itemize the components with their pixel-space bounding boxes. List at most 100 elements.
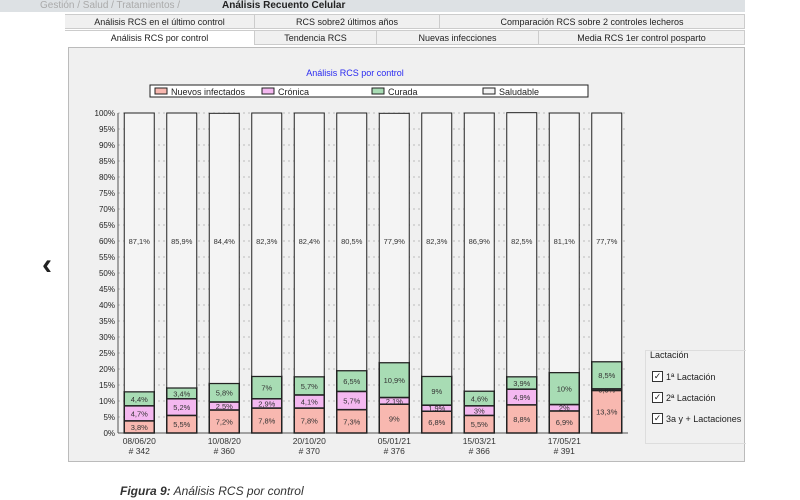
legend-label: Saludable xyxy=(499,87,539,97)
checkbox-3a-lactaciones[interactable]: ✓ 3a y + Lactaciones xyxy=(652,413,741,424)
bar-segment-saludable xyxy=(208,112,240,384)
tab-ultimo-control[interactable]: Análisis RCS en el último control xyxy=(65,14,255,29)
data-label: 5,7% xyxy=(301,382,318,391)
bar-segment-curada xyxy=(591,360,623,390)
tab-dos-ultimos-anos[interactable]: RCS sobre2 últimos años xyxy=(255,14,440,29)
y-tick-label: 40% xyxy=(99,301,115,310)
data-label: 5,8% xyxy=(216,389,233,398)
data-label: 10% xyxy=(557,385,572,394)
bar-segment-saludable xyxy=(251,112,283,377)
x-tick-label: 20/10/20 xyxy=(293,436,326,446)
bar-segment-curada xyxy=(421,375,453,406)
caption-label: Figura 9: xyxy=(120,484,171,498)
checkbox-2a-lactacion[interactable]: ✓ 2ª Lactación xyxy=(652,392,715,403)
data-label: 7,8% xyxy=(258,417,275,426)
y-tick-label: 15% xyxy=(99,381,115,390)
breadcrumb-path[interactable]: Gestión / Salud / Tratamientos / xyxy=(40,0,181,11)
data-label: 9% xyxy=(389,415,400,424)
data-label: 6,5% xyxy=(343,377,360,386)
lactation-title: Lactación xyxy=(650,350,689,360)
bar-segment-saludable xyxy=(591,112,623,363)
data-label: 3% xyxy=(474,407,485,416)
y-tick-label: 55% xyxy=(99,253,115,262)
tab-nuevas-infecciones[interactable]: Nuevas infecciones xyxy=(377,30,539,45)
checkbox-label: 2ª Lactación xyxy=(666,392,716,403)
x-tick-label: 15/03/21 xyxy=(463,436,496,446)
data-label: 7,2% xyxy=(216,417,233,426)
lactation-group: Lactación ✓ 1ª Lactación ✓ 2ª Lactación ✓ 3… xyxy=(645,350,746,444)
y-tick-label: 35% xyxy=(99,317,115,326)
data-label: 77,7% xyxy=(596,237,618,246)
data-label: 82,3% xyxy=(256,237,278,246)
data-label: 85,9% xyxy=(171,237,193,246)
data-label: 5,2% xyxy=(173,403,190,412)
checkbox-label: 1ª Lactación xyxy=(666,371,716,382)
checkbox-checked-icon[interactable]: ✓ xyxy=(652,371,663,382)
bar-segment-nuevos-infectados xyxy=(251,407,283,434)
data-label: 5,5% xyxy=(173,420,190,429)
chart-title: Análisis RCS por control xyxy=(306,68,404,78)
checkbox-1a-lactacion[interactable]: ✓ 1ª Lactación xyxy=(652,371,715,382)
tabs-row-2: Análisis RCS por control Tendencia RCS N… xyxy=(65,30,745,45)
data-label: 84,4% xyxy=(214,237,236,246)
x-tick-sublabel: # 376 xyxy=(384,446,406,456)
bar-segment-saludable xyxy=(548,112,580,374)
y-tick-label: 90% xyxy=(99,141,115,150)
data-label: 0,5% xyxy=(598,386,615,395)
x-tick-label: 08/06/20 xyxy=(123,436,156,446)
y-tick-label: 70% xyxy=(99,205,115,214)
y-tick-label: 80% xyxy=(99,173,115,182)
tab-comparacion[interactable]: Comparación RCS sobre 2 controles lecher… xyxy=(440,14,745,29)
y-tick-label: 10% xyxy=(99,397,115,406)
y-tick-label: 85% xyxy=(99,157,115,166)
y-tick-label: 95% xyxy=(99,125,115,134)
y-tick-label: 65% xyxy=(99,221,115,230)
data-label: 80,5% xyxy=(341,237,363,246)
data-label: 2,9% xyxy=(258,399,275,408)
x-tick-sublabel: # 366 xyxy=(469,446,491,456)
data-label: 7% xyxy=(261,384,272,393)
legend-swatch xyxy=(482,87,496,95)
data-label: 10,9% xyxy=(384,376,406,385)
legend-label: Nuevos infectados xyxy=(171,87,246,97)
y-tick-label: 75% xyxy=(99,189,115,198)
y-tick-label: 50% xyxy=(99,269,115,278)
bar-segment-nuevos-infectados xyxy=(293,407,325,434)
data-label: 4,6% xyxy=(471,394,488,403)
data-label: 5,5% xyxy=(471,420,488,429)
x-tick-sublabel: # 391 xyxy=(554,446,576,456)
data-label: 7,8% xyxy=(301,417,318,426)
chevron-left-icon[interactable]: ‹ xyxy=(42,248,52,281)
bar-segment-saludable xyxy=(123,112,155,393)
data-label: 6,8% xyxy=(428,418,445,427)
tab-media-posparto[interactable]: Media RCS 1er control posparto xyxy=(539,30,745,45)
bar-segment-saludable xyxy=(506,112,538,378)
tab-tendencia[interactable]: Tendencia RCS xyxy=(255,30,377,45)
x-tick-label: 10/08/20 xyxy=(208,436,241,446)
x-tick-label: 05/01/21 xyxy=(378,436,411,446)
checkbox-checked-icon[interactable]: ✓ xyxy=(652,413,663,424)
y-tick-label: 60% xyxy=(99,237,115,246)
data-label: 82,4% xyxy=(299,237,321,246)
bar-segment-saludable xyxy=(336,112,368,372)
bar-segment-saludable xyxy=(293,112,325,378)
bar-segment-curada xyxy=(548,371,580,406)
y-tick-label: 5% xyxy=(103,413,115,422)
bar-segment-nuevos-infectados xyxy=(378,403,410,434)
tab-por-control[interactable]: Análisis RCS por control xyxy=(65,30,255,45)
bar-segment-nuevos-infectados xyxy=(591,389,623,434)
y-tick-label: 20% xyxy=(99,365,115,374)
data-label: 3,8% xyxy=(131,423,148,432)
bar-segment-saludable xyxy=(421,112,453,377)
y-tick-label: 25% xyxy=(99,349,115,358)
data-label: 77,9% xyxy=(384,237,406,246)
data-label: 4,1% xyxy=(301,397,318,406)
data-label: 4,4% xyxy=(131,395,148,404)
checkbox-checked-icon[interactable]: ✓ xyxy=(652,392,663,403)
data-label: 81,1% xyxy=(554,237,576,246)
x-tick-sublabel: # 360 xyxy=(214,446,236,456)
legend-label: Curada xyxy=(388,87,418,97)
y-tick-label: 0% xyxy=(103,429,115,438)
data-label: 3,9% xyxy=(513,379,530,388)
breadcrumb-current: Análisis Recuento Celular xyxy=(222,0,346,11)
